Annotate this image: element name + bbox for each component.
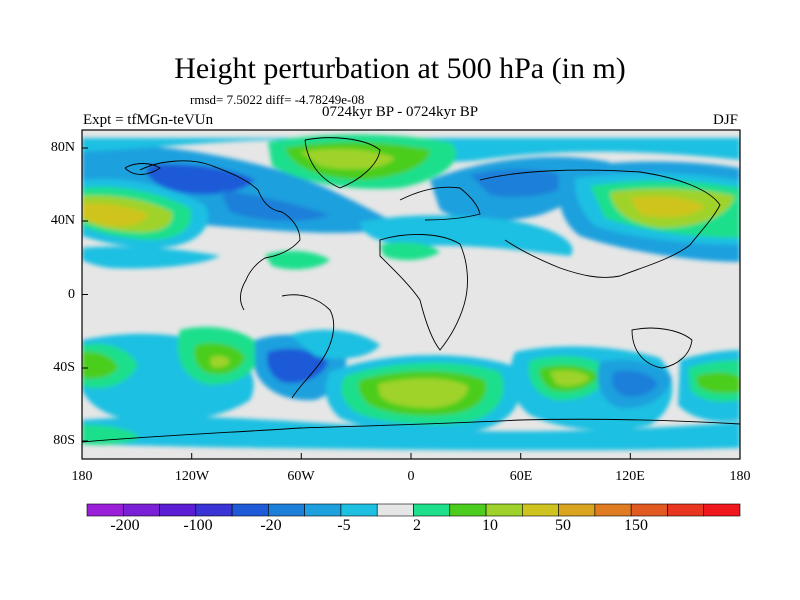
sp-lime-left (82, 351, 118, 379)
colorbar-swatch (340, 503, 378, 517)
lon-label-180w: 180 (71, 469, 93, 484)
antarctic-cyan (82, 416, 740, 451)
eurasia-blue-core (470, 168, 575, 197)
lat-label-80s: 80S (53, 433, 75, 448)
lon-label-120w: 120W (174, 469, 210, 484)
antarctic-green-left (82, 424, 140, 445)
colorbar-swatch (195, 503, 233, 517)
coast-alaska (124, 163, 161, 175)
lat-label-40s: 40S (53, 360, 75, 375)
aus-blue-core (612, 370, 658, 397)
npac-yellow (82, 203, 148, 227)
coast-australia (631, 327, 693, 369)
colorbar-label: 50 (555, 517, 571, 534)
colorbar-swatch (522, 503, 559, 517)
na-blue-core-2 (220, 190, 330, 222)
colorbar-swatch (159, 503, 197, 517)
lon-label-60w: 60W (287, 469, 315, 484)
coast-africa (379, 234, 468, 351)
colorbar-label: 2 (413, 517, 421, 534)
coast-europe (399, 186, 481, 221)
lon-label-0: 0 (407, 469, 415, 484)
lat-label-40n: 40N (50, 213, 75, 228)
period-label: 0724kyr BP - 0724kyr BP (322, 104, 479, 120)
sam-blue-core (267, 348, 328, 384)
coast-north-america (139, 160, 301, 311)
colorbar-swatch (268, 503, 305, 517)
colorbar-swatch (304, 503, 342, 517)
lon-label-120e: 120E (615, 469, 645, 484)
coast-south-america (281, 294, 335, 399)
stats-subtitle: rmsd= 7.5022 diff= -4.78249e-08 (190, 92, 365, 107)
asia-yellow (630, 196, 705, 218)
greenland-yellow (300, 148, 395, 170)
sp-yellow-dot (210, 355, 230, 368)
colorbar-swatch (122, 503, 160, 517)
pacific-green-small (265, 250, 330, 270)
atlantic-green-small (380, 242, 440, 261)
subtropic-cyan-left (82, 246, 220, 269)
colorbar-swatch (558, 503, 596, 517)
colorbar-swatch (231, 503, 269, 517)
colorbar-label: -5 (337, 517, 351, 534)
coast-antarctica (82, 418, 740, 443)
lon-label-180e: 180 (729, 469, 751, 484)
experiment-label: Expt = tfMGn-teVUn (83, 112, 214, 128)
sio-yellow (550, 370, 590, 386)
colorbar-swatch (667, 503, 705, 517)
colorbar-swatch (485, 503, 523, 517)
colorbar-swatch (376, 503, 414, 517)
colorbar-swatch (86, 503, 124, 517)
colorbar-swatch (594, 503, 632, 517)
swpac-lime (696, 372, 740, 394)
colorbar-label: 10 (482, 517, 498, 534)
season-label: DJF (713, 112, 739, 128)
lon-label-60e: 60E (509, 469, 533, 484)
coastlines (82, 137, 740, 443)
axis-ticks (81, 147, 741, 459)
colorbar-swatch (413, 503, 451, 517)
satl-yellow (378, 378, 468, 408)
coast-asia (479, 169, 721, 278)
lat-label-eq: 0 (68, 287, 75, 302)
colorbar (86, 503, 741, 517)
colorbar-label: 150 (624, 517, 648, 534)
sam-cyan (290, 329, 380, 359)
coast-greenland (304, 137, 381, 189)
plot-title: Height perturbation at 500 hPa (in m) (174, 52, 626, 85)
perturbation-contours (82, 134, 740, 451)
colorbar-label: -100 (183, 517, 213, 534)
colorbar-swatch (630, 503, 668, 517)
colorbar-swatch (449, 503, 487, 517)
map-field (82, 130, 740, 459)
colorbar-label: -20 (260, 517, 282, 534)
colorbar-label: -200 (110, 517, 140, 534)
lat-label-80n: 80N (50, 140, 75, 155)
colorbar-swatch (703, 503, 741, 517)
